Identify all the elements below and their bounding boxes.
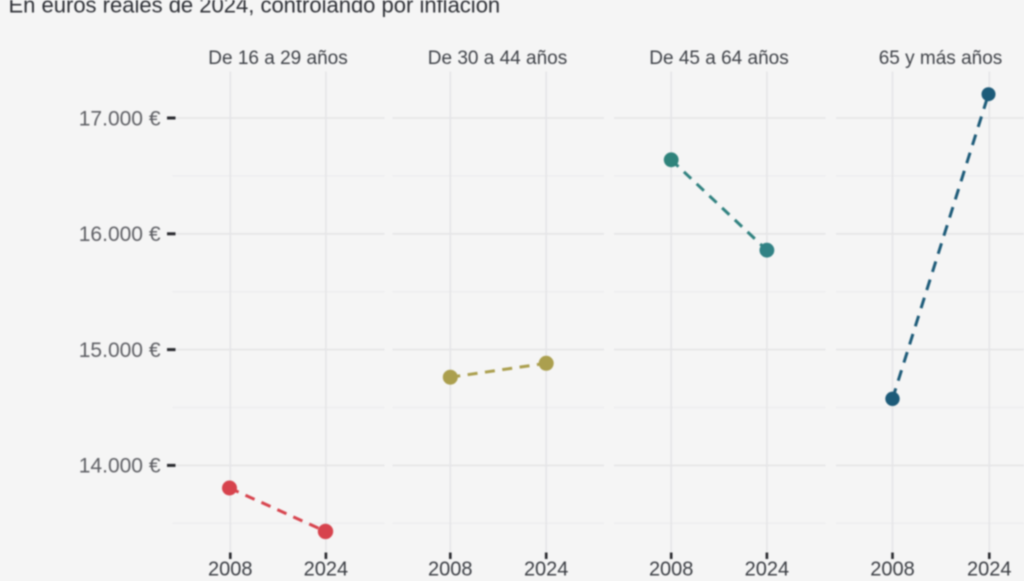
svg-text:De 45 a 64 años: De 45 a 64 años (649, 48, 788, 69)
svg-text:65 y más años: 65 y más años (879, 48, 1003, 69)
svg-text:17.000 €: 17.000 € (79, 107, 161, 130)
svg-text:De 16 a 29 años: De 16 a 29 años (208, 48, 347, 69)
svg-text:2024: 2024 (745, 559, 790, 577)
svg-text:14.000 €: 14.000 € (79, 455, 161, 478)
svg-text:En euros reales de 2024, contr: En euros reales de 2024, controlando por… (9, 0, 501, 18)
svg-text:15.000 €: 15.000 € (79, 339, 161, 362)
svg-text:2008: 2008 (428, 559, 473, 577)
svg-text:2008: 2008 (208, 559, 253, 577)
svg-text:De 30 a 44 años: De 30 a 44 años (428, 48, 567, 69)
svg-text:2008: 2008 (649, 559, 694, 577)
svg-text:2024: 2024 (304, 559, 349, 577)
svg-text:16.000 €: 16.000 € (79, 223, 161, 246)
svg-text:2008: 2008 (870, 559, 915, 577)
svg-text:2024: 2024 (967, 559, 1012, 577)
svg-text:2024: 2024 (524, 559, 569, 577)
